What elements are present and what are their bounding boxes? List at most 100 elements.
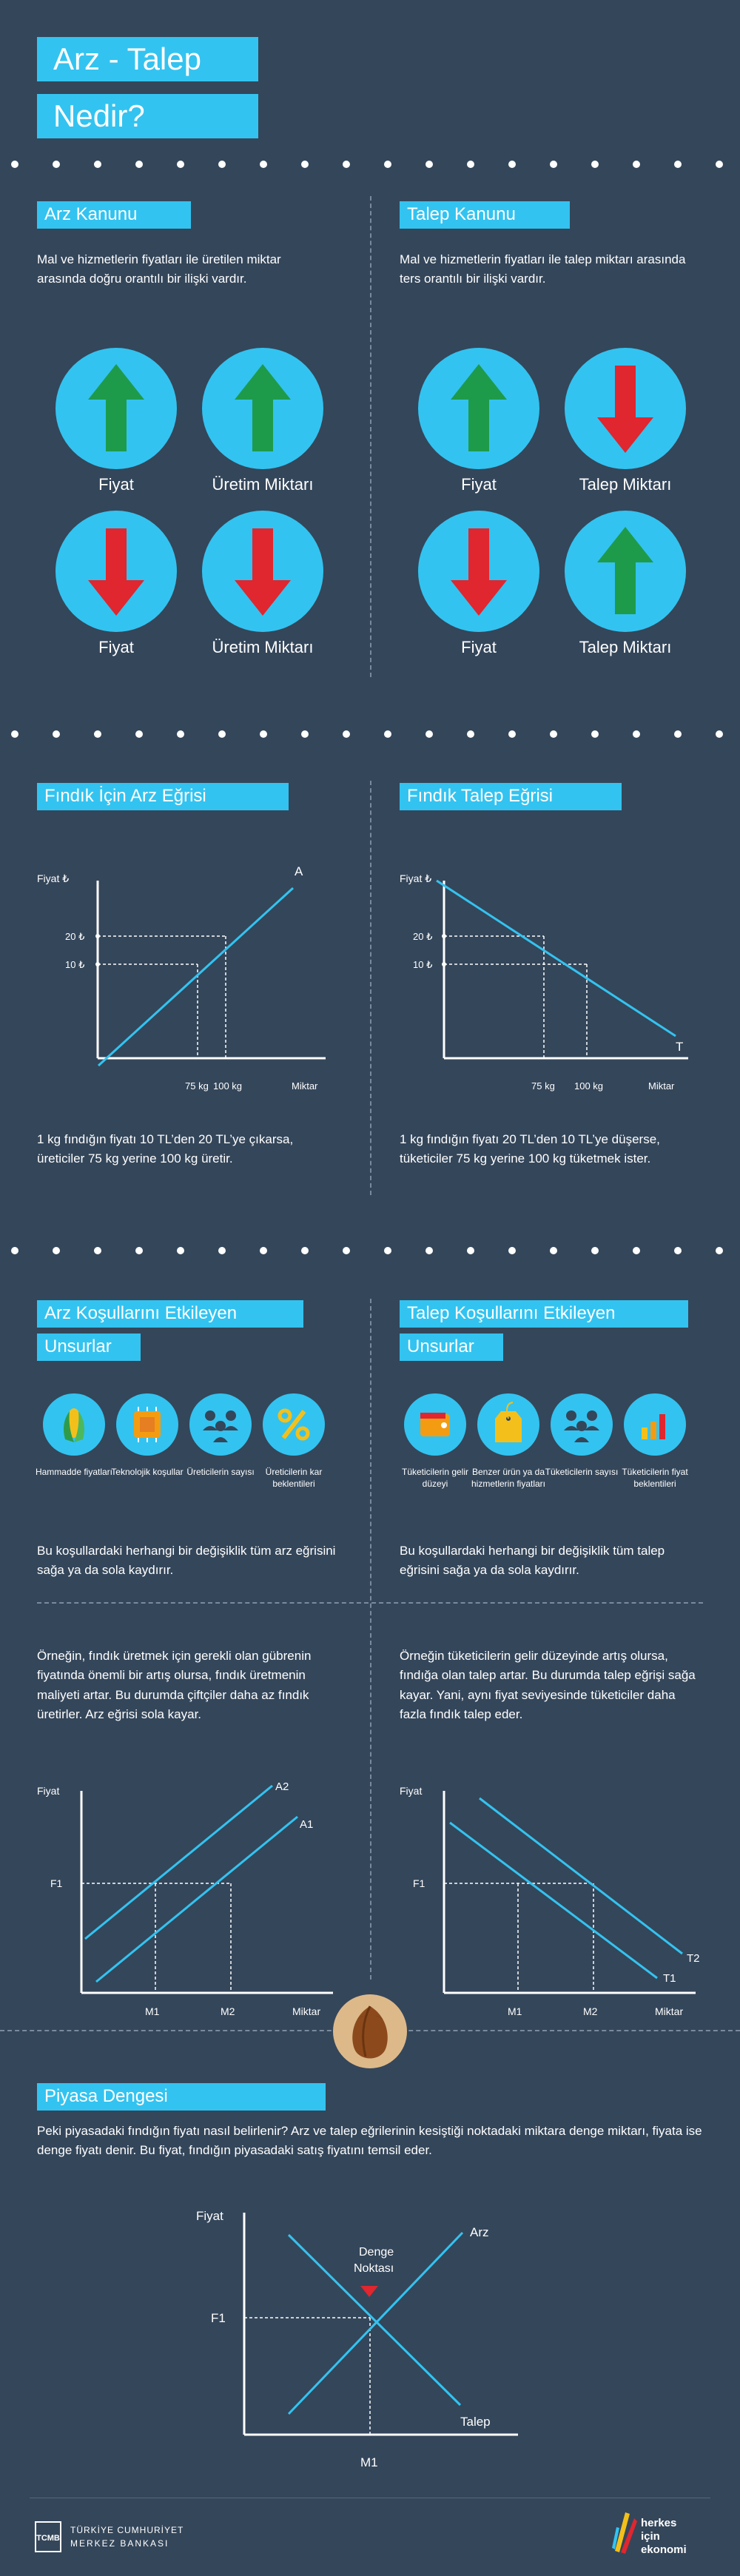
talep-kanunu-text: Mal ve hizmetlerin fiyatları ile talep m… [400,252,686,286]
supply-curve-a1 [95,1815,298,1983]
divider-dot [301,730,309,738]
talep-egrisi-text: 1 kg fındığın fiyatı 20 TL’den 10 TL’ye … [400,1132,660,1166]
divider-dot [591,1247,599,1254]
arrow-circle-label: Talep Miktarı [579,638,672,656]
down-arrow-circle [56,511,177,632]
down-arrow-circle [565,348,686,469]
divider-dot [591,730,599,738]
divider-dot [674,730,682,738]
divider-dots [11,161,723,168]
piyasa-dengesi-heading: Piyasa Dengesi [37,2083,326,2111]
x-tick-label: M1 [360,2455,378,2469]
corn-icon [64,1408,84,1442]
tick-point [95,934,100,938]
supply-curve [287,2231,464,2415]
divider-dot [301,161,309,168]
arrow-circle-label: Fiyat [98,638,134,656]
arrow-up-icon [597,527,653,614]
talep-kosullari-heading-line1: Talep Koşullarını Etkileyen [400,1300,688,1328]
x-tick-label: 100 kg [213,1080,242,1092]
vertical-divider-middle [370,781,371,1195]
divider-dot [11,1247,18,1254]
up-arrow-circle [202,348,323,469]
tick-point [442,962,446,966]
divider-dot [260,730,267,738]
arrow-circle-label: Fiyat [461,638,497,656]
divider-dot [550,730,557,738]
section-divider [11,730,723,738]
arrow-circle-label: Fiyat [98,475,134,494]
y-tick-label: F1 [413,1877,426,1889]
arz-kosullari-text2: Örneğin, fındık üretmek için gerekli ola… [37,1649,312,1722]
arrow-circle-label: Fiyat [461,475,497,494]
footer-brand-line3: ekonomi [641,2543,687,2556]
wallet-icon [420,1413,450,1436]
page-title-line2: Nedir? [37,94,258,139]
arrow-circle-label: Üretim Miktarı [212,475,314,494]
divider-dot [53,161,60,168]
divider-dot [550,1247,557,1254]
divider-dot [218,161,226,168]
divider-dot [716,730,723,738]
y-tick-label: F1 [211,2311,226,2325]
curve-label: T1 [663,1972,676,1985]
divider-dot [467,1247,474,1254]
condition-icon-label: Tüketicilerin sayısı [545,1467,619,1477]
arz-egrisi-chart: Fiyat ₺ 20 ₺ 10 ₺ 75 kg 100 kg Miktar A [37,864,326,1092]
arrow-down-icon [597,366,653,453]
y-tick-label: 10 ₺ [413,959,432,970]
y-axis-label: Fiyat [37,1785,59,1797]
y-tick-label: 10 ₺ [65,959,84,970]
arrow-up-icon [451,364,507,451]
divider-dot [716,1247,723,1254]
x-tick-label: M2 [221,2005,235,2017]
arrow-down-icon [235,528,291,616]
piyasa-dengesi-text: Peki piyasadaki fındığın fiyatı nasıl be… [37,2124,702,2158]
divider-dot [426,161,433,168]
divider-dot [508,161,516,168]
arrow-circle-label: Üretim Miktarı [212,638,314,656]
x-tick-label: M1 [145,2005,160,2017]
divider-dot [384,1247,391,1254]
demand-curve-t1 [449,1821,658,1980]
divider-dot [343,730,350,738]
arz-egrisi-heading: Fındık İçin Arz Eğrisi [37,783,289,810]
y-axis-label: Fiyat ₺ [400,872,431,884]
divider-dot [633,161,640,168]
x-tick-label: 100 kg [574,1080,603,1092]
condition-icon-label: Üreticilerin sayısı [186,1467,255,1477]
talep-kosullari-text1: Bu koşullardaki herhangi bir değişiklik … [400,1544,665,1578]
divider-dot [674,1247,682,1254]
divider-dot [343,161,350,168]
bar-chart-icon [642,1414,665,1439]
y-axis-label: Fiyat [196,2209,223,2223]
divider-dot [53,1247,60,1254]
divider-dot [218,1247,226,1254]
tcmb-logo-icon: TCMB [35,2521,61,2552]
curve-label: A [295,864,303,878]
divider-dot [11,730,18,738]
arz-kayma-chart: Fiyat F1 M1 M2 Miktar A2 A1 [37,1780,333,2017]
condition-icon-label: Benzer ürün ya da hizmetlerin fiyatları [471,1467,546,1489]
divider-dot [177,1247,184,1254]
footer-brand-line1: herkes [641,2517,677,2529]
divider-dot [94,1247,101,1254]
y-tick-label: F1 [50,1877,63,1889]
piyasa-dengesi-chart: Fiyat Denge Noktası F1 M1 Arz Talep [196,2209,518,2469]
divider-dot [260,161,267,168]
chip-icon [134,1407,161,1442]
arz-kosullari-heading-line2: Unsurlar [37,1334,141,1361]
divider-dot [94,161,101,168]
tick-point [95,962,100,966]
demand-curve-t2 [479,1797,683,1955]
demand-curve [287,2233,462,2407]
divider-dot [467,730,474,738]
x-axis-label: Miktar [655,2005,683,2017]
arrow-down-icon [451,528,507,616]
x-axis-label: Miktar [292,1080,318,1092]
vertical-divider-top [370,196,371,677]
condition-icon-label: Teknolojik koşullar [111,1467,184,1477]
divider-dot [674,161,682,168]
talep-kosullari-text2: Örneğin tüketicilerin gelir düzeyinde ar… [400,1649,696,1722]
divider-dot [177,161,184,168]
